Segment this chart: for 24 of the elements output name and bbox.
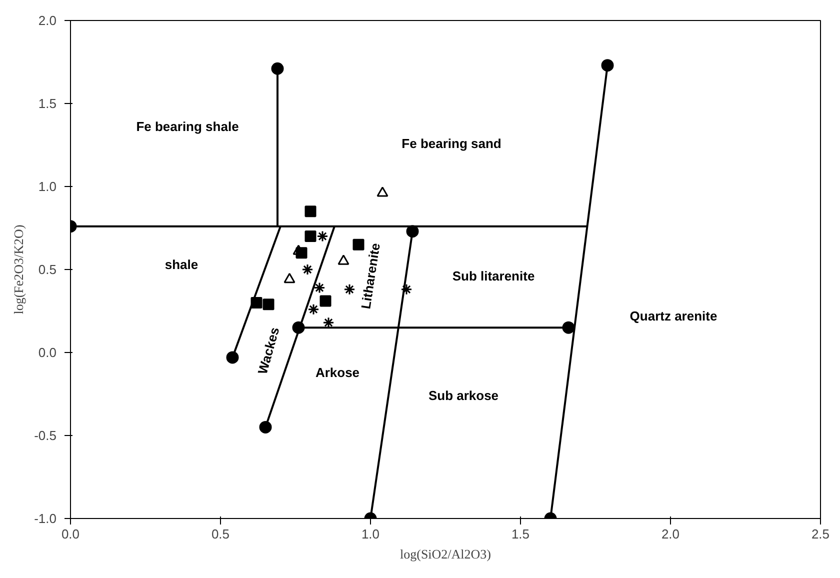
y-tick-label: 0.0 <box>38 345 57 360</box>
annotation: Quartz arenite <box>630 308 718 324</box>
annotation: Sub litarenite <box>452 268 535 284</box>
y-axis-title: log(Fe2O3/K2O) <box>11 224 26 314</box>
x-tick-label: 2.5 <box>811 526 830 542</box>
y-tick-label: 0.5 <box>38 262 57 277</box>
y-tick-label: -0.5 <box>34 428 57 443</box>
y-tick-label: -1.0 <box>34 511 57 526</box>
x-tick-label: 1.5 <box>511 526 530 542</box>
annotation: Arkose <box>315 365 360 380</box>
x-tick-label: 1.0 <box>361 526 380 542</box>
annotation: Wackes <box>254 326 282 376</box>
annotation: Fe bearing shale <box>136 119 239 134</box>
y-tick-label: 1.0 <box>38 179 57 194</box>
x-tick-label: 2.0 <box>661 526 680 542</box>
x-tick-label: 0.5 <box>211 526 230 542</box>
annotation: shale <box>164 257 198 272</box>
annotation: Litharenite <box>358 242 383 310</box>
x-tick-label: 0.0 <box>61 526 80 542</box>
x-axis-title: log(SiO2/Al2O3) <box>400 546 491 562</box>
y-tick-label: 2.0 <box>38 13 57 28</box>
annotation: Fe bearing sand <box>402 136 502 152</box>
y-tick-label: 1.5 <box>38 96 57 111</box>
annotation: Sub arkose <box>428 388 499 403</box>
